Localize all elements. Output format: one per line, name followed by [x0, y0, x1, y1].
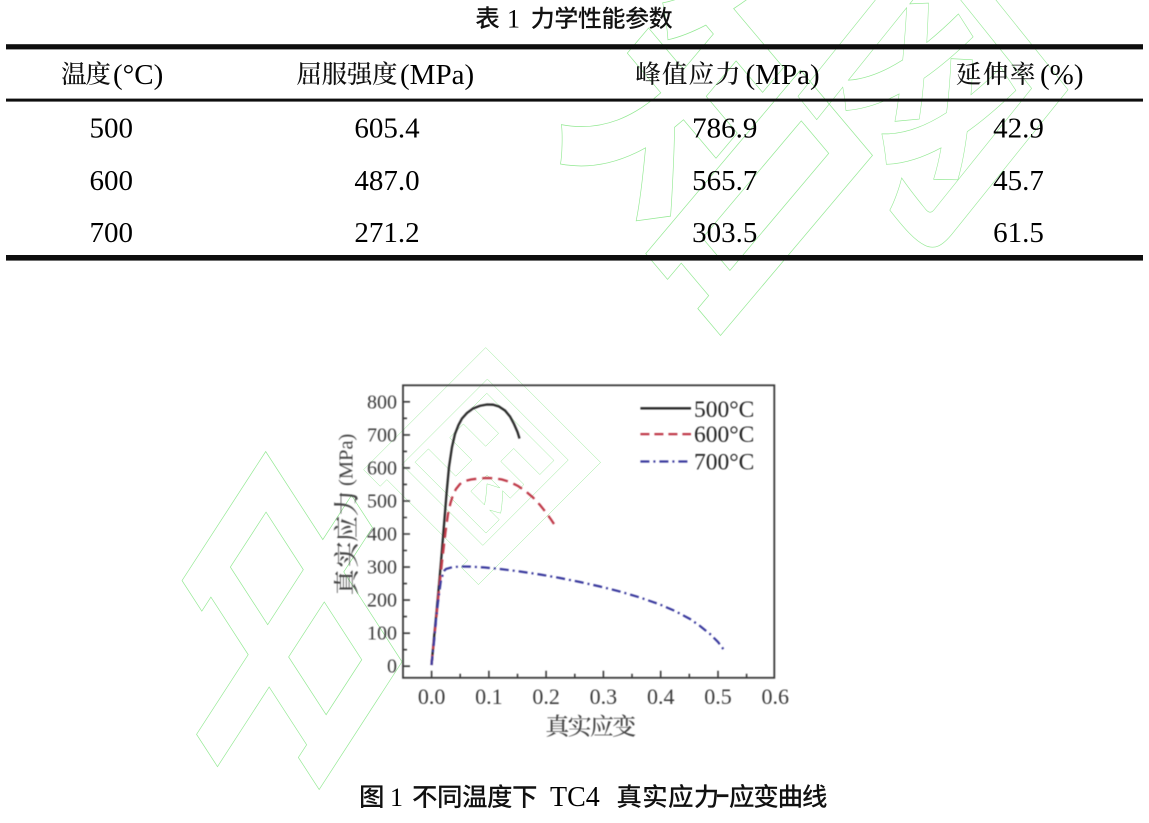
svg-text:500: 500: [90, 113, 134, 145]
svg-text:800: 800: [367, 391, 397, 413]
svg-text:(°C): (°C): [113, 59, 163, 91]
svg-text:45.7: 45.7: [993, 165, 1044, 197]
svg-text:1: 1: [390, 783, 403, 812]
svg-text:0.1: 0.1: [475, 684, 503, 709]
svg-text:700°C: 700°C: [694, 449, 754, 475]
svg-text:1: 1: [507, 5, 520, 34]
svg-text:700: 700: [90, 217, 134, 249]
svg-text:500°C: 500°C: [694, 397, 754, 423]
svg-text:(MPa): (MPa): [336, 434, 358, 486]
svg-text:0.5: 0.5: [704, 684, 732, 709]
svg-text:(MPa): (MPa): [746, 59, 820, 91]
svg-text:500: 500: [367, 491, 397, 513]
svg-text:303.5: 303.5: [692, 217, 757, 249]
svg-text:0.0: 0.0: [418, 684, 446, 709]
svg-text:100: 100: [367, 623, 397, 645]
svg-text:TC4: TC4: [550, 782, 600, 813]
svg-text:600°C: 600°C: [694, 422, 754, 448]
svg-text:0.6: 0.6: [761, 684, 789, 709]
svg-text:565.7: 565.7: [692, 165, 757, 197]
svg-text:600: 600: [90, 165, 134, 197]
svg-text:200: 200: [367, 590, 397, 612]
svg-text:786.9: 786.9: [692, 113, 757, 145]
svg-text:0.4: 0.4: [647, 684, 675, 709]
svg-text:300: 300: [367, 557, 397, 579]
svg-text:400: 400: [367, 524, 397, 546]
svg-text:605.4: 605.4: [354, 113, 420, 145]
svg-text:61.5: 61.5: [993, 217, 1044, 249]
svg-text:0.2: 0.2: [532, 684, 560, 709]
svg-text:271.2: 271.2: [354, 217, 419, 249]
svg-text:42.9: 42.9: [993, 113, 1044, 145]
svg-text:(MPa): (MPa): [400, 59, 474, 91]
svg-text:487.0: 487.0: [354, 165, 419, 197]
svg-text:600: 600: [367, 457, 397, 479]
svg-text:700: 700: [367, 424, 397, 446]
svg-text:0: 0: [387, 656, 397, 678]
svg-text:0.3: 0.3: [590, 684, 618, 709]
svg-text:(%): (%): [1040, 59, 1083, 91]
